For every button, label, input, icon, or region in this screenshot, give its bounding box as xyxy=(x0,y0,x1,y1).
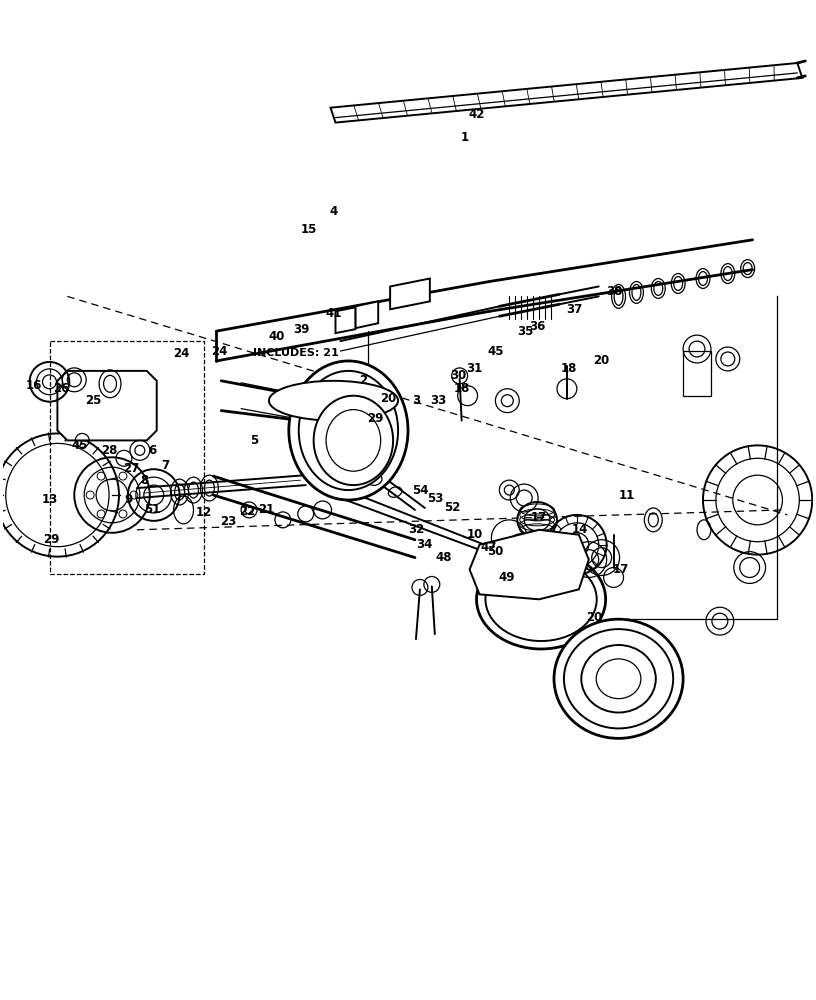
Text: 20: 20 xyxy=(592,354,609,367)
Text: 31: 31 xyxy=(466,362,482,375)
Text: 1: 1 xyxy=(461,131,469,144)
Text: 11: 11 xyxy=(619,489,635,502)
Text: 20: 20 xyxy=(586,611,602,624)
Text: 18: 18 xyxy=(561,362,577,375)
Ellipse shape xyxy=(299,371,398,490)
Polygon shape xyxy=(57,371,157,440)
Text: 8: 8 xyxy=(140,474,149,487)
Text: 24: 24 xyxy=(211,345,228,358)
Text: 18: 18 xyxy=(454,382,470,395)
Text: 5: 5 xyxy=(250,434,258,447)
Text: 7: 7 xyxy=(161,459,169,472)
Text: 2: 2 xyxy=(359,374,367,387)
Text: 42: 42 xyxy=(468,108,485,121)
Text: INCLUDES: 21: INCLUDES: 21 xyxy=(253,348,339,358)
Text: 15: 15 xyxy=(301,223,317,236)
Text: 25: 25 xyxy=(86,394,102,407)
Bar xyxy=(51,341,204,574)
Polygon shape xyxy=(335,307,355,333)
Text: 34: 34 xyxy=(416,538,432,551)
Text: 45: 45 xyxy=(72,439,88,452)
Text: 38: 38 xyxy=(606,285,623,298)
Text: 39: 39 xyxy=(293,323,309,336)
Text: 22: 22 xyxy=(239,505,255,518)
Polygon shape xyxy=(469,530,589,599)
Ellipse shape xyxy=(477,550,605,649)
Text: 32: 32 xyxy=(408,523,424,536)
Text: 30: 30 xyxy=(450,369,467,382)
Text: 9: 9 xyxy=(124,493,132,506)
Polygon shape xyxy=(330,63,802,123)
Ellipse shape xyxy=(289,361,408,500)
Text: 41: 41 xyxy=(326,307,342,320)
Text: 17: 17 xyxy=(612,563,628,576)
Text: 6: 6 xyxy=(149,444,157,457)
Text: 16: 16 xyxy=(25,379,42,392)
Ellipse shape xyxy=(596,659,641,699)
Ellipse shape xyxy=(564,629,673,728)
Text: 36: 36 xyxy=(530,320,546,333)
Text: 45: 45 xyxy=(487,345,503,358)
Text: 17: 17 xyxy=(531,511,548,524)
Text: 47: 47 xyxy=(481,541,497,554)
Text: 4: 4 xyxy=(330,205,338,218)
Text: 37: 37 xyxy=(566,303,583,316)
Ellipse shape xyxy=(554,619,683,738)
Text: 29: 29 xyxy=(43,533,60,546)
Text: 35: 35 xyxy=(517,325,534,338)
Text: 28: 28 xyxy=(101,444,118,457)
Text: 26: 26 xyxy=(53,382,69,395)
Text: 54: 54 xyxy=(412,484,428,497)
Ellipse shape xyxy=(269,381,398,421)
Text: 50: 50 xyxy=(487,545,503,558)
Ellipse shape xyxy=(581,645,656,713)
Text: 3: 3 xyxy=(412,394,420,407)
Bar xyxy=(683,351,711,396)
Text: 29: 29 xyxy=(367,412,384,425)
Text: 12: 12 xyxy=(196,506,212,519)
Text: 48: 48 xyxy=(436,551,452,564)
Text: 27: 27 xyxy=(122,462,139,475)
Text: 49: 49 xyxy=(499,571,515,584)
Text: 10: 10 xyxy=(466,528,482,541)
Text: 52: 52 xyxy=(444,501,460,514)
Text: 20: 20 xyxy=(380,392,397,405)
Text: 40: 40 xyxy=(268,330,285,343)
Text: 14: 14 xyxy=(572,523,588,536)
Ellipse shape xyxy=(326,410,381,471)
Text: 21: 21 xyxy=(258,503,274,516)
Ellipse shape xyxy=(486,558,596,641)
Polygon shape xyxy=(355,301,378,328)
Ellipse shape xyxy=(313,396,393,485)
Text: 24: 24 xyxy=(173,347,189,360)
Text: 13: 13 xyxy=(42,493,58,506)
Text: 51: 51 xyxy=(144,503,161,516)
Text: 23: 23 xyxy=(220,515,236,528)
Text: 33: 33 xyxy=(431,394,447,407)
Text: 53: 53 xyxy=(428,492,444,505)
Polygon shape xyxy=(390,279,430,309)
